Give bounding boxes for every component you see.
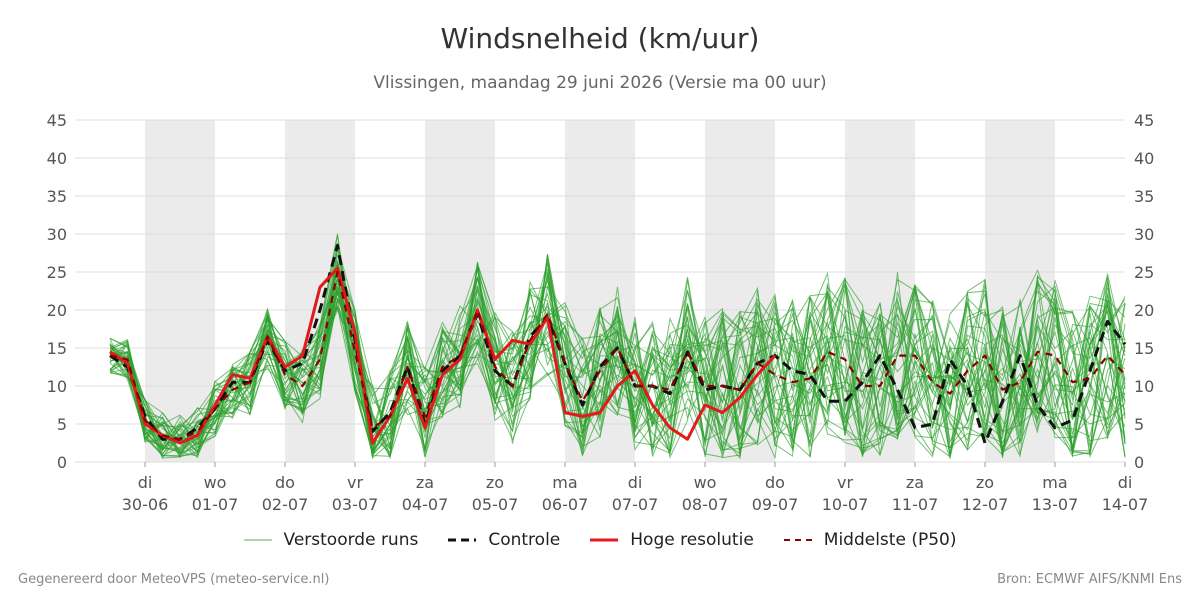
ensemble-run-line	[109, 255, 1126, 457]
y-tick-label-left: 40	[47, 149, 67, 168]
y-tick-label-left: 30	[47, 225, 67, 244]
x-tick-day-label: zo	[486, 473, 504, 492]
shaded-band	[145, 120, 215, 462]
ensemble-run-line	[109, 261, 1126, 459]
y-tick-label-right: 15	[1134, 339, 1154, 358]
footer-generated-by: Gegenereerd door MeteoVPS (meteo-service…	[18, 572, 330, 587]
legend-item-ensemble: Verstoorde runs	[243, 530, 419, 550]
x-tick-date-label: 02-07	[262, 495, 309, 514]
y-tick-label-right: 0	[1134, 453, 1144, 472]
x-tick-date-label: 11-07	[892, 495, 939, 514]
x-tick-date-label: 07-07	[612, 495, 659, 514]
y-tick-label-right: 10	[1134, 377, 1154, 396]
ensemble-run-line	[109, 277, 1126, 460]
y-tick-label-right: 45	[1134, 111, 1154, 130]
x-tick-day-label: za	[416, 473, 434, 492]
y-tick-label-right: 20	[1134, 301, 1154, 320]
x-tick-date-label: 12-07	[962, 495, 1009, 514]
legend-item-control: Controle	[448, 530, 560, 550]
x-tick-day-label: di	[138, 473, 153, 492]
x-tick-date-label: 10-07	[822, 495, 869, 514]
x-tick-day-label: za	[906, 473, 924, 492]
y-tick-label-left: 5	[57, 415, 67, 434]
x-tick-day-label: wo	[694, 473, 717, 492]
x-tick-date-label: 13-07	[1032, 495, 1079, 514]
legend-label-control: Controle	[488, 530, 561, 550]
y-tick-label-left: 35	[47, 187, 67, 206]
ensemble-run-line	[109, 245, 1126, 458]
x-tick-day-label: zo	[976, 473, 994, 492]
y-tick-label-left: 25	[47, 263, 67, 282]
footer-source: Bron: ECMWF AIFS/KNMI Ens	[997, 572, 1182, 587]
y-tick-label-right: 35	[1134, 187, 1154, 206]
x-tick-date-label: 01-07	[192, 495, 239, 514]
x-tick-date-label: 09-07	[752, 495, 799, 514]
x-tick-date-label: 03-07	[332, 495, 379, 514]
x-tick-day-label: ma	[1042, 473, 1067, 492]
y-tick-label-left: 20	[47, 301, 67, 320]
x-tick-day-label: do	[765, 473, 785, 492]
ensemble-run-line	[109, 260, 1126, 457]
y-tick-label-left: 0	[57, 453, 67, 472]
y-tick-label-left: 15	[47, 339, 67, 358]
legend-swatch-high-res	[590, 538, 619, 542]
y-tick-label-right: 25	[1134, 263, 1154, 282]
legend-item-median: Middelste (P50)	[783, 530, 957, 550]
x-tick-day-label: ma	[552, 473, 577, 492]
x-tick-date-label: 14-07	[1102, 495, 1149, 514]
legend-swatch-control	[448, 538, 477, 542]
x-tick-date-label: 04-07	[402, 495, 449, 514]
x-tick-day-label: di	[628, 473, 643, 492]
legend-swatch-median	[783, 539, 812, 541]
x-tick-date-label: 30-06	[122, 495, 169, 514]
legend-item-high-res: Hoge resolutie	[590, 530, 754, 550]
x-tick-date-label: 06-07	[542, 495, 589, 514]
legend-swatch-ensemble	[243, 539, 272, 541]
ensemble-run-line	[109, 282, 1126, 457]
y-tick-label-right: 40	[1134, 149, 1154, 168]
chart-subtitle: Vlissingen, maandag 29 juni 2026 (Versie…	[373, 73, 827, 93]
control-line	[109, 243, 1127, 445]
high-res-line	[109, 266, 777, 445]
median-line	[109, 270, 1126, 441]
y-tick-label-right: 30	[1134, 225, 1154, 244]
x-tick-day-label: di	[1118, 473, 1133, 492]
y-tick-label-left: 45	[47, 111, 67, 130]
legend-label-ensemble: Verstoorde runs	[283, 530, 419, 550]
x-tick-day-label: do	[275, 473, 295, 492]
x-tick-day-label: vr	[837, 473, 853, 492]
x-tick-day-label: wo	[204, 473, 227, 492]
chart-title: Windsnelheid (km/uur)	[440, 22, 760, 55]
legend-label-high-res: Hoge resolutie	[630, 530, 754, 550]
x-tick-date-label: 05-07	[472, 495, 519, 514]
legend: Verstoorde runs Controle Hoge resolutie …	[0, 530, 1200, 550]
y-tick-label-right: 5	[1134, 415, 1144, 434]
y-tick-label-left: 10	[47, 377, 67, 396]
x-tick-date-label: 08-07	[682, 495, 729, 514]
ensemble-run-line	[109, 245, 1126, 459]
legend-label-median: Middelste (P50)	[823, 530, 957, 550]
x-tick-day-label: vr	[347, 473, 363, 492]
